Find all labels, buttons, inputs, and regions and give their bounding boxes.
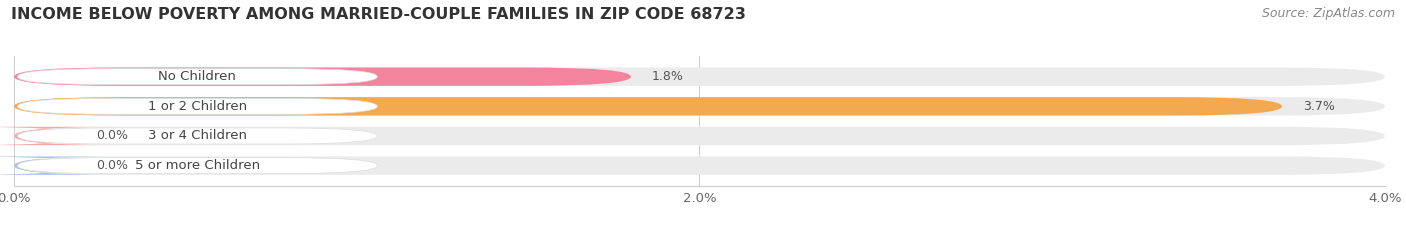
FancyBboxPatch shape	[17, 128, 377, 144]
FancyBboxPatch shape	[14, 97, 1282, 116]
FancyBboxPatch shape	[14, 68, 1385, 86]
FancyBboxPatch shape	[17, 158, 377, 174]
FancyBboxPatch shape	[17, 98, 377, 114]
Text: No Children: No Children	[159, 70, 236, 83]
Text: 5 or more Children: 5 or more Children	[135, 159, 260, 172]
FancyBboxPatch shape	[14, 156, 1385, 175]
FancyBboxPatch shape	[0, 156, 121, 175]
Text: 0.0%: 0.0%	[96, 159, 128, 172]
Text: 1 or 2 Children: 1 or 2 Children	[148, 100, 247, 113]
Text: INCOME BELOW POVERTY AMONG MARRIED-COUPLE FAMILIES IN ZIP CODE 68723: INCOME BELOW POVERTY AMONG MARRIED-COUPL…	[11, 7, 747, 22]
Text: Source: ZipAtlas.com: Source: ZipAtlas.com	[1261, 7, 1395, 20]
FancyBboxPatch shape	[0, 127, 121, 145]
FancyBboxPatch shape	[14, 68, 631, 86]
Text: 3 or 4 Children: 3 or 4 Children	[148, 130, 247, 143]
Text: 3.7%: 3.7%	[1303, 100, 1334, 113]
FancyBboxPatch shape	[17, 69, 377, 85]
FancyBboxPatch shape	[14, 127, 1385, 145]
Text: 0.0%: 0.0%	[96, 130, 128, 143]
FancyBboxPatch shape	[14, 97, 1385, 116]
Text: 1.8%: 1.8%	[651, 70, 683, 83]
